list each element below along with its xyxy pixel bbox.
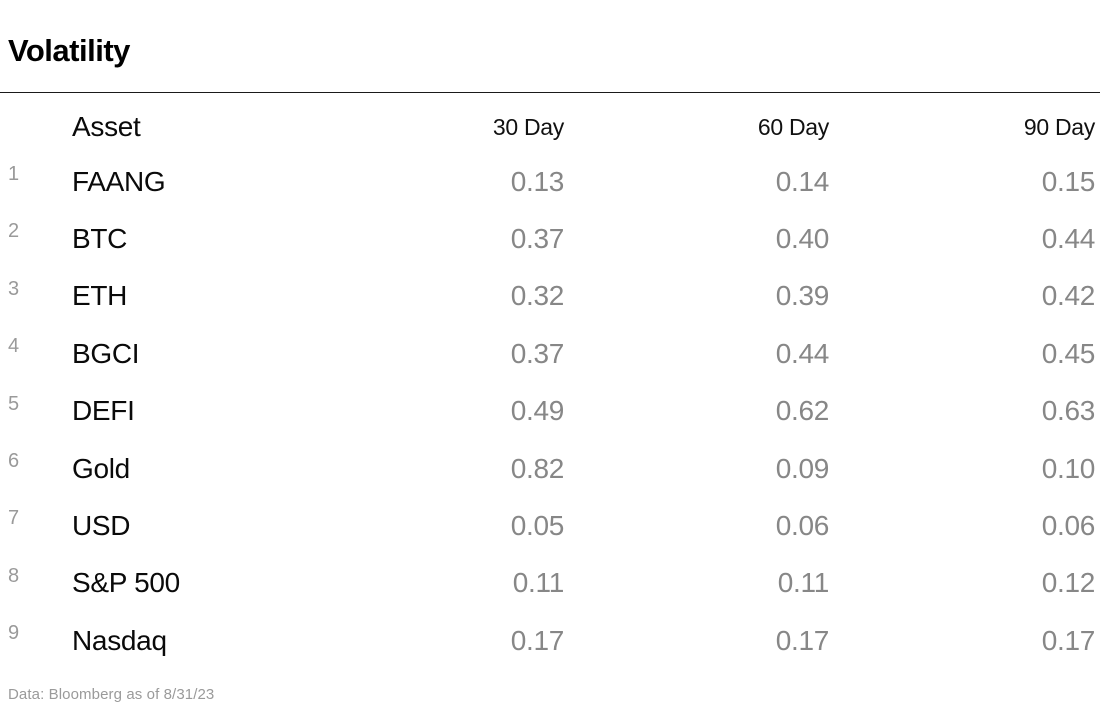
- value-30day: 0.37: [510, 337, 565, 369]
- asset-name: S&P 500: [72, 567, 180, 599]
- value-90day: 0.12: [1041, 567, 1096, 599]
- table-row: 1 FAANG 0.13 0.14 0.15: [8, 153, 1095, 210]
- value-90day: 0.10: [1041, 452, 1096, 484]
- col-header-90day: 90 Day: [1023, 113, 1095, 140]
- value-30day: 0.05: [510, 510, 565, 542]
- row-number: 2: [8, 220, 20, 243]
- value-90day: 0.44: [1041, 223, 1096, 255]
- table-row: 7 USD 0.05 0.06 0.06: [8, 497, 1095, 554]
- asset-name: BTC: [72, 223, 128, 255]
- asset-name: DEFI: [72, 395, 135, 427]
- table-row: 5 DEFI 0.49 0.62 0.63: [8, 383, 1095, 440]
- table-body: 1 FAANG 0.13 0.14 0.15 2 BTC 0.37 0.40 0.44 3 ETH 0.…: [8, 153, 1095, 670]
- value-60day: 0.11: [777, 567, 830, 599]
- col-header-asset: Asset: [72, 111, 141, 142]
- value-30day: 0.11: [512, 567, 565, 599]
- col-header-30day: 30 Day: [492, 113, 564, 140]
- table-row: 6 Gold 0.82 0.09 0.10: [8, 440, 1095, 497]
- value-60day: 0.62: [775, 395, 830, 427]
- value-60day: 0.40: [775, 223, 830, 255]
- asset-name: Nasdaq: [72, 624, 167, 656]
- value-60day: 0.14: [775, 165, 830, 197]
- asset-name: FAANG: [72, 165, 166, 197]
- value-90day: 0.45: [1041, 337, 1096, 369]
- table-row: 3 ETH 0.32 0.39 0.42: [8, 268, 1095, 325]
- row-number: 5: [8, 392, 20, 415]
- asset-name: BGCI: [72, 337, 140, 369]
- asset-name: ETH: [72, 280, 128, 312]
- value-90day: 0.42: [1041, 280, 1096, 312]
- row-number: 8: [8, 564, 20, 587]
- table-row: 8 S&P 500 0.11 0.11 0.12: [8, 555, 1095, 612]
- value-90day: 0.63: [1041, 395, 1096, 427]
- title-divider: [0, 92, 1100, 93]
- value-30day: 0.17: [510, 624, 565, 656]
- value-30day: 0.82: [510, 452, 565, 484]
- value-90day: 0.17: [1041, 624, 1096, 656]
- value-30day: 0.49: [510, 395, 565, 427]
- row-number: 3: [8, 277, 20, 300]
- table-row: 2 BTC 0.37 0.40 0.44: [8, 210, 1095, 267]
- asset-name: USD: [72, 510, 131, 542]
- page-title: Volatility: [8, 33, 130, 68]
- value-30day: 0.32: [510, 280, 565, 312]
- row-number: 9: [8, 622, 20, 645]
- value-60day: 0.09: [775, 452, 830, 484]
- value-60day: 0.39: [775, 280, 830, 312]
- row-number: 1: [8, 163, 20, 185]
- volatility-table: Asset 30 Day 60 Day 90 Day 1 FAANG 0.13 0.1…: [8, 93, 1095, 670]
- table-row: 4 BGCI 0.37 0.44 0.45: [8, 325, 1095, 382]
- header-rownum-spacer: [8, 101, 72, 111]
- value-30day: 0.13: [510, 165, 565, 197]
- data-source-note: Data: Bloomberg as of 8/31/23: [8, 686, 215, 703]
- asset-name: Gold: [72, 452, 130, 484]
- value-60day: 0.17: [775, 624, 830, 656]
- value-60day: 0.06: [775, 510, 830, 542]
- value-90day: 0.06: [1041, 510, 1096, 542]
- row-number: 4: [8, 335, 20, 358]
- value-90day: 0.15: [1041, 165, 1096, 197]
- row-number: 7: [8, 507, 20, 530]
- value-60day: 0.44: [775, 337, 830, 369]
- col-header-60day: 60 Day: [757, 113, 829, 140]
- table-header-row: Asset 30 Day 60 Day 90 Day: [8, 93, 1095, 153]
- value-30day: 0.37: [510, 223, 565, 255]
- table-row: 9 Nasdaq 0.17 0.17 0.17: [8, 612, 1095, 669]
- row-number: 6: [8, 449, 20, 472]
